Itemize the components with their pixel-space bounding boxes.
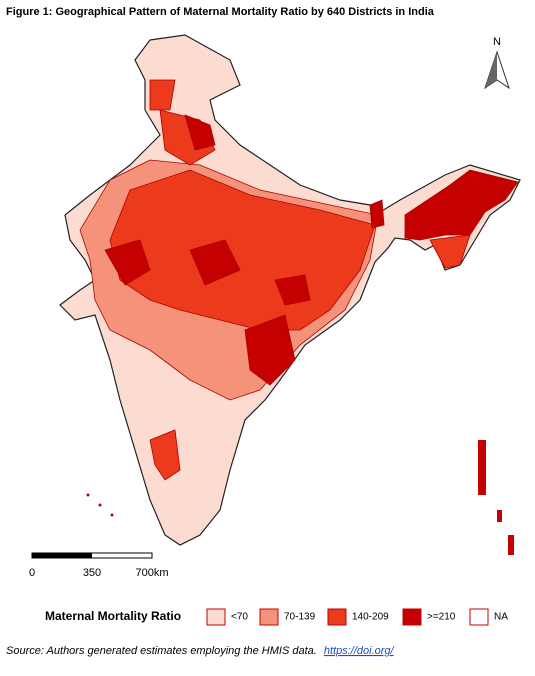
figure-title: Figure 1: Geographical Pattern of Matern… bbox=[6, 6, 435, 18]
region-high bbox=[149, 429, 181, 481]
scale-bar: 0 350 700km bbox=[29, 552, 169, 579]
legend-label: 70-139 bbox=[284, 612, 316, 623]
legend-label: >=210 bbox=[427, 612, 456, 623]
north-arrow-shade bbox=[485, 52, 497, 88]
island bbox=[478, 440, 486, 495]
north-label: N bbox=[493, 36, 501, 48]
source-link[interactable]: https://doi.org/ bbox=[324, 645, 395, 657]
region-high bbox=[109, 169, 376, 331]
map bbox=[59, 34, 521, 555]
island bbox=[98, 503, 102, 507]
island bbox=[86, 493, 90, 497]
region-veryhigh bbox=[189, 239, 241, 286]
region-veryhigh bbox=[104, 239, 151, 286]
legend-swatch bbox=[327, 608, 347, 626]
region-high bbox=[429, 234, 471, 269]
islands bbox=[86, 440, 514, 555]
north-arrow: N bbox=[484, 36, 510, 90]
region-veryhigh bbox=[404, 169, 519, 241]
region-high bbox=[149, 79, 176, 111]
legend-swatch bbox=[259, 608, 279, 626]
island bbox=[508, 535, 514, 555]
legend-label: <70 bbox=[231, 612, 248, 623]
region-veryhigh bbox=[184, 114, 216, 151]
legend-swatch bbox=[206, 608, 226, 626]
legend-label: 140-209 bbox=[352, 612, 389, 623]
island bbox=[497, 510, 502, 522]
region-veryhigh bbox=[369, 199, 385, 229]
scale-label: 0 bbox=[29, 567, 35, 579]
region-veryhigh bbox=[244, 314, 296, 386]
legend: Maternal Mortality Ratio <70 70-139 140-20… bbox=[45, 608, 508, 626]
legend-label: NA bbox=[494, 612, 508, 623]
region-veryhigh bbox=[274, 274, 311, 306]
scale-label: 350 bbox=[83, 567, 101, 579]
legend-swatch bbox=[402, 608, 422, 626]
legend-title: Maternal Mortality Ratio bbox=[45, 609, 181, 623]
island bbox=[110, 513, 114, 517]
scale-bar-segment bbox=[32, 553, 92, 558]
scale-label: 700km bbox=[135, 567, 168, 579]
source-text: Source: Authors generated estimates empl… bbox=[6, 645, 317, 657]
source-note: Source: Authors generated estimates empl… bbox=[6, 645, 395, 657]
legend-swatch bbox=[469, 608, 489, 626]
